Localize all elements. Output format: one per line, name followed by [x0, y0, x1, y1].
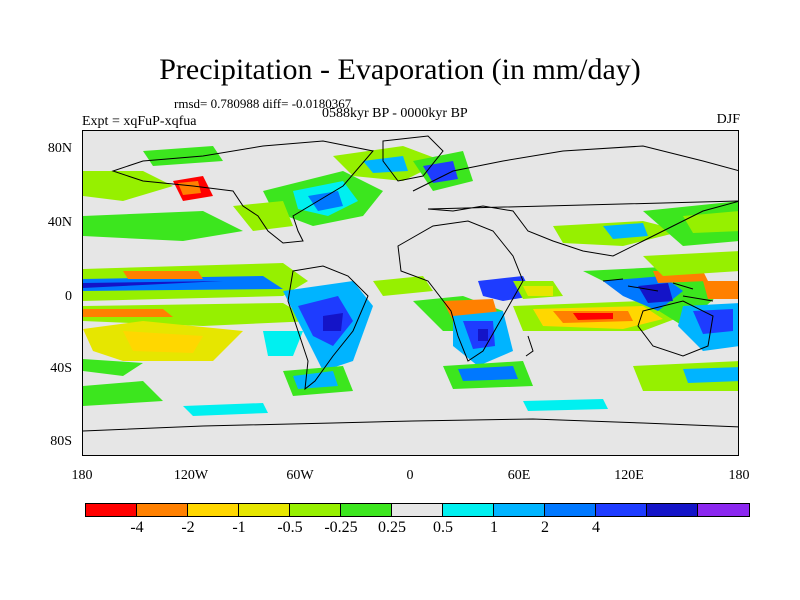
colorbar-box: [341, 504, 392, 516]
colorbar-label: 0.25: [378, 519, 406, 536]
colorbar-box: [494, 504, 545, 516]
lon-label-60e: 60E: [507, 468, 531, 483]
colorbar-box: [698, 504, 749, 516]
colorbar-box: [239, 504, 290, 516]
colorbar-label: 2: [541, 519, 549, 536]
colorbar-label: 0.5: [433, 519, 453, 536]
colorbar-box: [647, 504, 698, 516]
colorbar-box: [86, 504, 137, 516]
period-text: 0588kyr BP - 0000kyr BP: [322, 106, 468, 121]
lon-label-120w: 120W: [173, 468, 209, 483]
lon-label-0: 0: [406, 468, 414, 483]
colorbar-label: -0.5: [277, 519, 303, 536]
colorbar-box: [392, 504, 443, 516]
stats-text: rmsd= 0.780988 diff= -0.0180367: [174, 96, 352, 111]
colorbar-box: [443, 504, 494, 516]
colorbar-label: -4: [130, 519, 144, 536]
lon-label-180w: 180: [71, 468, 93, 483]
map-panel: [82, 130, 739, 456]
lat-label-40n: 40N: [47, 215, 72, 230]
colorbar-box: [545, 504, 596, 516]
anomaly-field: [83, 146, 738, 416]
precipitation-field-map: [83, 135, 738, 432]
colorbar-box: [137, 504, 188, 516]
lon-label-180e: 180: [728, 468, 750, 483]
lon-label-120e: 120E: [614, 468, 644, 483]
colorbar-label: 4: [592, 519, 600, 536]
colorbar-box: [290, 504, 341, 516]
colorbar-label: -0.25: [324, 519, 358, 536]
lat-label-80s: 80S: [50, 434, 72, 449]
coastlines: [83, 135, 738, 432]
lat-label-40s: 40S: [50, 361, 72, 376]
colorbar-box: [596, 504, 647, 516]
colorbar-label: 1: [490, 519, 498, 536]
colorbar: [85, 503, 750, 517]
colorbar-label: -2: [181, 519, 195, 536]
lon-label-60w: 60W: [286, 468, 314, 483]
map-title: Precipitation - Evaporation (in mm/day): [159, 53, 641, 86]
colorbar-box: [188, 504, 239, 516]
experiment-label: Expt = xqFuP-xqfua: [82, 114, 197, 129]
season-label: DJF: [716, 112, 740, 127]
lat-label-80n: 80N: [47, 141, 72, 156]
colorbar-label: -1: [232, 519, 246, 536]
lat-label-0: 0: [65, 289, 72, 304]
